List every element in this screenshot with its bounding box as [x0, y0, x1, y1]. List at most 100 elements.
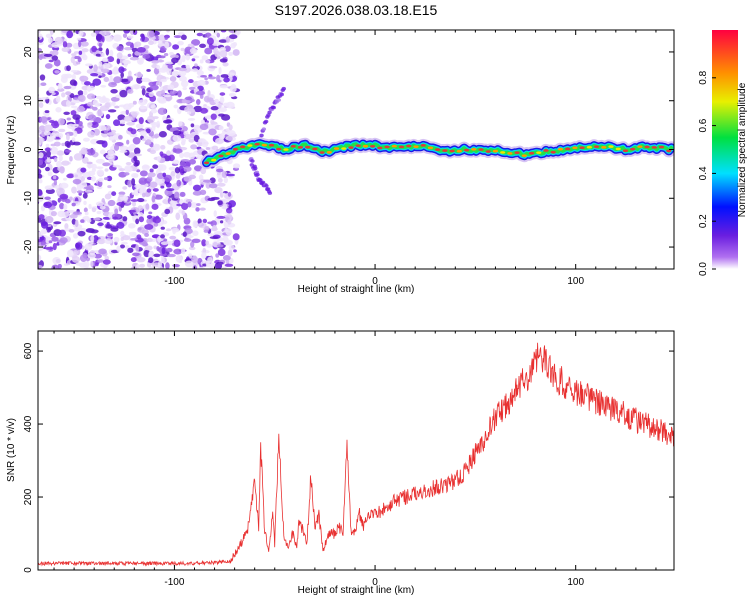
noise-speckle: [187, 43, 194, 47]
noise-speckle: [228, 51, 234, 57]
spectrogram-x-ticks: -100 0 100: [53, 30, 657, 287]
noise-speckle: [101, 57, 109, 63]
noise-speckle: [77, 57, 82, 63]
noise-speckle: [202, 179, 212, 183]
noise-speckle: [110, 96, 120, 102]
noise-speckle: [167, 84, 175, 91]
noise-speckle: [58, 128, 66, 133]
noise-speckle: [46, 150, 51, 158]
noise-speckle: [180, 47, 185, 52]
noise-speckle: [222, 203, 228, 210]
branch-speckle: [276, 98, 281, 102]
spectrogram-y-label: Frequency (Hz): [6, 116, 17, 185]
noise-speckle: [66, 117, 72, 121]
y-tick-label: 200: [23, 488, 34, 505]
snr-series-line: [38, 342, 674, 567]
noise-speckle: [138, 99, 148, 106]
noise-speckle: [45, 143, 50, 148]
noise-speckle: [54, 36, 63, 45]
noise-speckle: [153, 222, 159, 227]
colorbar-tick-label: 0.4: [698, 166, 709, 180]
ridge-peak: [427, 146, 434, 150]
noise-speckle: [166, 67, 172, 75]
noise-speckle: [45, 33, 53, 39]
noise-speckle: [199, 59, 204, 64]
noise-speckle: [154, 133, 160, 138]
noise-speckle: [148, 257, 154, 264]
noise-speckle: [43, 53, 53, 57]
noise-speckle: [71, 186, 77, 194]
ridge-peak: [283, 148, 289, 151]
noise-speckle: [90, 32, 97, 37]
noise-speckle: [103, 177, 109, 181]
noise-speckle: [72, 233, 79, 239]
noise-speckle: [160, 226, 165, 230]
noise-speckle: [160, 153, 168, 159]
branch-speckle: [267, 110, 272, 115]
x-tick-label: -100: [164, 577, 184, 588]
noise-speckle: [232, 41, 238, 47]
noise-speckle: [205, 260, 211, 268]
noise-speckle: [48, 59, 54, 63]
noise-speckle: [199, 123, 209, 131]
noise-speckle: [83, 186, 92, 190]
ridge-peak: [276, 147, 282, 151]
noise-speckle: [78, 121, 83, 127]
noise-speckle: [127, 76, 134, 82]
noise-speckle: [104, 238, 113, 245]
noise-speckle: [187, 111, 192, 115]
noise-speckle: [71, 202, 76, 207]
noise-speckle: [82, 171, 91, 178]
noise-speckle: [90, 240, 94, 245]
snr-frame: [37, 330, 675, 571]
noise-speckle: [200, 30, 208, 34]
noise-speckle: [40, 96, 50, 100]
noise-speckle: [55, 132, 62, 137]
noise-speckle: [206, 37, 214, 46]
noise-speckle: [205, 240, 210, 246]
snr-y-label: SNR (10 * v/v): [6, 418, 17, 482]
noise-speckle: [146, 237, 153, 243]
noise-speckle: [78, 149, 88, 155]
noise-speckle: [151, 203, 159, 210]
noise-speckle: [106, 175, 113, 182]
noise-speckle: [163, 53, 169, 57]
noise-speckle: [118, 66, 125, 74]
noise-speckle: [169, 75, 177, 82]
noise-speckle: [58, 155, 63, 162]
noise-speckle: [225, 228, 233, 236]
noise-speckle: [127, 127, 134, 132]
noise-speckle: [216, 32, 221, 38]
ridge-peak: [514, 151, 520, 154]
ridge-peak: [406, 144, 412, 148]
noise-speckle: [116, 221, 125, 229]
noise-speckle: [185, 64, 190, 69]
frequency-ridge-layer: [200, 137, 674, 170]
noise-speckle: [147, 172, 156, 178]
noise-speckle: [61, 92, 66, 98]
ridge-peak: [370, 144, 376, 148]
ridge-peak: [565, 147, 571, 151]
noise-speckle: [188, 138, 195, 143]
noise-speckle: [215, 253, 220, 258]
noise-speckle: [80, 41, 89, 47]
noise-speckle: [160, 178, 165, 184]
noise-speckle: [194, 63, 198, 67]
noise-speckle: [113, 119, 121, 127]
noise-speckle: [192, 220, 198, 228]
noise-speckle: [219, 220, 224, 224]
noise-speckle: [28, 124, 37, 129]
noise-speckle: [187, 117, 196, 121]
noise-speckle: [138, 177, 148, 185]
ridge-peak: [550, 150, 556, 154]
noise-speckle: [66, 142, 71, 148]
noise-speckle: [127, 179, 133, 188]
noise-speckle: [165, 262, 170, 269]
noise-speckle: [128, 70, 132, 77]
noise-speckle: [116, 201, 126, 207]
ridge-peak: [211, 158, 217, 162]
noise-speckle: [171, 228, 180, 233]
noise-speckle: [66, 65, 71, 72]
noise-speckle: [38, 47, 43, 53]
ridge-peak: [557, 147, 564, 151]
